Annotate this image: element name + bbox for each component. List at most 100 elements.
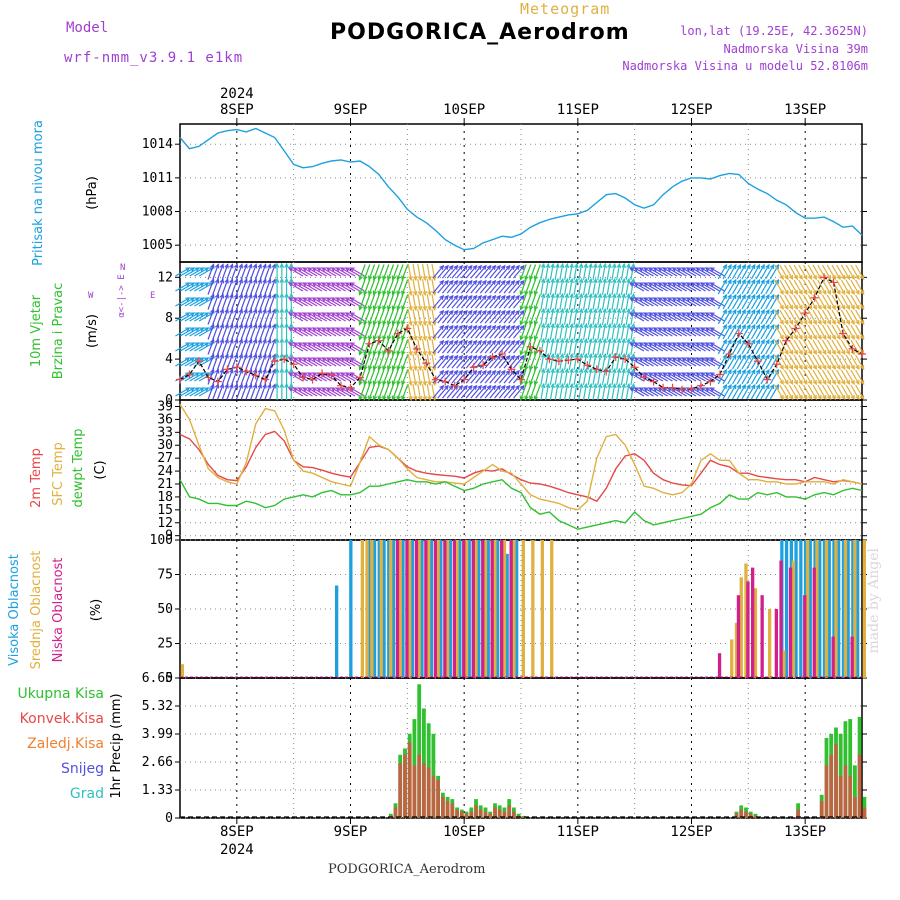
wind-arrow-head <box>611 307 617 314</box>
wind-arrow-head <box>321 282 327 287</box>
wind-arrow <box>221 279 229 295</box>
wind-arrow-head <box>238 338 244 344</box>
wind-arrow <box>421 339 426 355</box>
wind-arrow <box>207 279 215 295</box>
temp-axis-tsfc: SFC Temp <box>51 442 66 506</box>
wind-arrow <box>564 264 568 280</box>
cloud-bar-high_cloud <box>818 540 822 678</box>
cloud-bar-low_cloud <box>509 540 513 678</box>
wind-arrow-head <box>822 394 827 401</box>
wind-arrow <box>321 297 337 307</box>
wind-arrow-head <box>316 267 322 272</box>
wind-arrow <box>582 279 587 295</box>
wind-arrow-head <box>662 282 668 287</box>
wind-arrow-head <box>302 267 308 272</box>
wind-arrow-head <box>540 277 546 284</box>
wind-arrow <box>717 384 727 400</box>
wind-arrow <box>760 369 770 385</box>
wind-arrow-head <box>831 394 836 401</box>
wind-arrow-head <box>500 279 506 285</box>
wind-arrow-head <box>417 275 423 282</box>
wind-arrow-head <box>607 262 612 269</box>
wind-arrow <box>175 282 190 292</box>
wind-arrow-head <box>500 309 506 315</box>
wind-arrow <box>606 384 611 400</box>
wind-arrow <box>779 339 789 355</box>
wind-arrow-head <box>519 380 524 386</box>
wind-arrow-head <box>257 368 262 374</box>
wind-arrow-head <box>344 357 350 362</box>
wind-arrow <box>793 309 803 325</box>
wind-arrow <box>639 387 654 397</box>
wind-arrow-head <box>784 349 789 356</box>
wind-arrow <box>658 297 673 307</box>
wind-arrow-head <box>807 349 813 356</box>
cloud-bar-high_cloud <box>808 540 812 678</box>
wind-arrow <box>821 369 831 385</box>
wind-arrow <box>845 384 855 400</box>
wind-arrow <box>387 354 395 370</box>
wind-arrow-head <box>765 353 770 360</box>
wind-arrow-head <box>340 357 346 362</box>
wind-arrow <box>331 357 346 367</box>
wind-arrow-head <box>257 263 262 269</box>
wind-arrow <box>710 357 725 367</box>
wind-arrow <box>691 372 706 382</box>
wind-arrow-head <box>564 262 570 269</box>
wind-arrow <box>629 282 645 292</box>
wind-arrow-head <box>417 380 423 387</box>
wind-arrow-head <box>859 334 865 341</box>
wind-arrow <box>259 264 267 280</box>
wind-arrow-head <box>798 349 803 356</box>
wind-arrow-head <box>386 335 392 341</box>
cloud-bar-mid_cloud <box>455 540 459 678</box>
wind-arrow-head <box>279 322 285 328</box>
wind-arrow-head <box>788 364 794 371</box>
wind-arrow-head <box>252 338 258 344</box>
wind-arrow <box>446 310 458 324</box>
wind-arrow <box>634 357 649 367</box>
wind-arrow-head <box>755 308 761 315</box>
wind-arrow-head <box>284 352 289 358</box>
wind-arrow <box>382 339 390 355</box>
wind-arrow <box>573 309 578 325</box>
wind-arrow-head <box>676 342 682 347</box>
wind-arrow-head <box>633 357 639 362</box>
wind-arrow-head <box>467 324 473 330</box>
wind-arrow-head <box>417 305 423 312</box>
wind-arrow <box>731 384 742 400</box>
wind-arrow-head <box>274 277 280 283</box>
wind-arrow-head <box>519 335 524 341</box>
wind-arrow-head <box>185 297 191 302</box>
wind-arrow <box>582 384 587 400</box>
wind-arrow <box>524 324 532 340</box>
wind-arrow-head <box>363 320 368 326</box>
wind-arrow <box>437 280 449 294</box>
wind-arrow <box>250 279 257 295</box>
wind-arrow-head <box>204 312 210 317</box>
wind-arrow-head <box>850 349 855 356</box>
wind-arrow <box>812 384 822 400</box>
wind-arrow <box>601 279 606 295</box>
wind-arrow-head <box>652 387 658 392</box>
wind-arrow-head <box>287 357 294 362</box>
wind-arrow <box>667 327 683 337</box>
wind-arrow-head <box>391 290 397 296</box>
wind-arrow-head <box>349 267 355 272</box>
wind-arrow-head <box>681 327 687 332</box>
wind-arrow <box>194 372 209 382</box>
wind-arrow-head <box>199 312 205 317</box>
wind-arrow <box>520 384 527 400</box>
wind-arrow <box>722 384 732 400</box>
wind-arrow <box>681 312 697 322</box>
wind-arrow <box>616 384 621 400</box>
wind-arrow-head <box>836 379 841 386</box>
wind-arrow-head <box>793 394 798 401</box>
precip-bar-conv_precip <box>412 765 417 818</box>
wind-arrow <box>681 267 697 277</box>
precip-bar-conv_precip <box>834 744 838 818</box>
wind-arrow <box>475 325 487 339</box>
wind-arrow-head <box>325 342 332 347</box>
wind-arrow <box>611 294 616 310</box>
wind-arrow <box>731 264 742 280</box>
